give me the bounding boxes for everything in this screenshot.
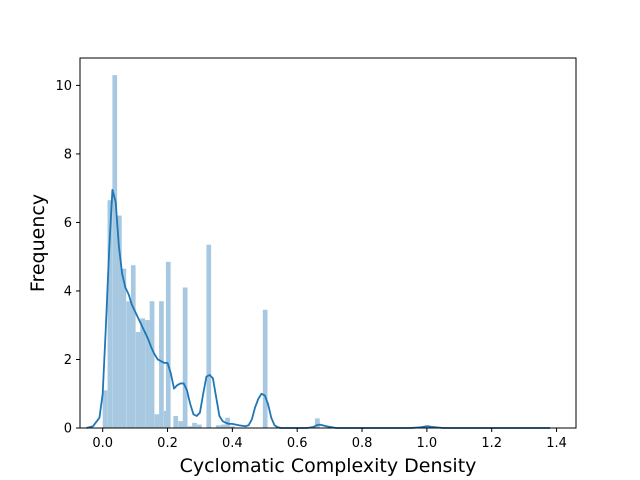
y-axis-label: Frequency xyxy=(27,194,49,292)
plot-frame xyxy=(79,57,577,429)
x-axis-label: Cyclomatic Complexity Density xyxy=(180,455,477,477)
y-tick-label: 4 xyxy=(64,284,72,299)
histogram-bar xyxy=(173,416,179,428)
histogram-bar xyxy=(126,301,132,428)
histogram-bar xyxy=(116,215,122,428)
y-tick-label: 0 xyxy=(64,422,72,437)
histogram-bar xyxy=(102,390,108,428)
y-tick-label: 6 xyxy=(64,216,72,231)
histogram-bar xyxy=(178,421,183,428)
histogram-bar xyxy=(121,268,127,428)
x-tick-label: 1.2 xyxy=(481,436,502,451)
histogram-bar xyxy=(262,309,268,428)
y-tick-label: 2 xyxy=(64,353,72,368)
histogram-bar xyxy=(206,244,212,428)
histogram-bar xyxy=(182,287,188,428)
histogram-bar xyxy=(107,200,113,428)
histogram-bar xyxy=(135,332,141,428)
x-tick-label: 1.4 xyxy=(546,436,567,451)
histogram-bar xyxy=(149,301,155,428)
histogram-bar xyxy=(159,301,164,428)
y-tick-label: 10 xyxy=(55,79,72,94)
x-tick-label: 0.2 xyxy=(157,436,178,451)
x-tick-label: 0.8 xyxy=(352,436,373,451)
histogram-bar xyxy=(154,414,160,428)
y-tick-label: 8 xyxy=(64,147,72,162)
histogram-bar xyxy=(192,422,197,428)
y-axis-ticks: 0 2 4 6 8 10 xyxy=(55,79,80,437)
histogram-bar xyxy=(215,425,221,428)
histogram-bar xyxy=(187,426,193,428)
x-axis-ticks: 0.0 0.2 0.4 0.6 0.8 1.0 1.2 1.4 xyxy=(92,428,567,451)
histogram-bar xyxy=(145,320,150,428)
histogram-bar xyxy=(315,418,320,428)
histogram-bar xyxy=(130,265,136,428)
histogram-bar xyxy=(230,426,235,428)
x-tick-label: 0.0 xyxy=(92,436,113,451)
histogram-bar xyxy=(140,318,145,428)
histogram-bar xyxy=(197,424,202,428)
kde-line xyxy=(86,189,551,429)
x-tick-label: 1.0 xyxy=(417,436,438,451)
x-tick-label: 0.4 xyxy=(222,436,243,451)
histogram-bars xyxy=(102,75,430,428)
histogram-bar xyxy=(220,424,226,428)
histogram-bar xyxy=(165,261,171,428)
x-tick-label: 0.6 xyxy=(287,436,308,451)
histogram-bar xyxy=(112,75,118,428)
